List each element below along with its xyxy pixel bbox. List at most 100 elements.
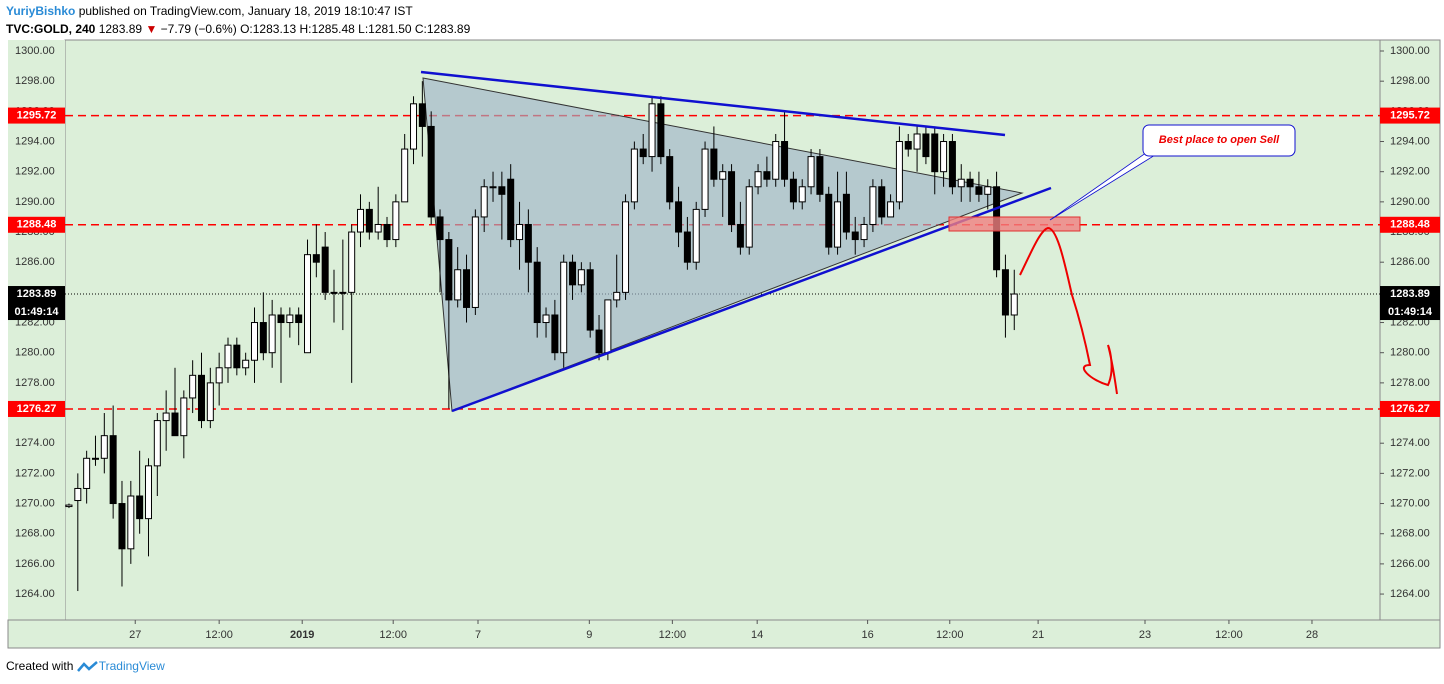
- level-label: 1276.27: [17, 403, 57, 415]
- sell-zone: [948, 216, 1081, 232]
- candle-body: [931, 133, 939, 173]
- projection-sketch: [1019, 226, 1118, 395]
- candle-body: [516, 223, 524, 241]
- candle-body: [206, 382, 214, 422]
- ohlc: O:1283.13 H:1285.48 L:1281.50 C:1283.89: [240, 22, 471, 36]
- candle-body: [975, 186, 983, 195]
- y-tick-label: 1294.00: [1390, 135, 1430, 147]
- candle-body: [489, 186, 497, 189]
- candle-body: [427, 125, 435, 218]
- candle-body: [957, 178, 965, 188]
- candle-body: [83, 457, 91, 489]
- candle-body: [569, 261, 577, 286]
- candle-body: [604, 299, 612, 354]
- candle-body: [180, 397, 188, 437]
- price: 1283.89: [98, 22, 143, 36]
- level-tag: [8, 107, 65, 124]
- candle-body: [966, 178, 974, 188]
- y-tick-label: 1278.00: [15, 377, 55, 389]
- candle-body: [595, 329, 603, 354]
- y-tick-label: 1300.00: [1390, 45, 1430, 57]
- candle-body: [940, 141, 948, 173]
- candle-body: [153, 420, 161, 467]
- candle-body: [498, 186, 506, 195]
- candle-body: [692, 208, 700, 263]
- candle-body: [869, 186, 877, 225]
- candle-body: [542, 314, 550, 324]
- candle-body: [321, 246, 329, 293]
- countdown: 01:49:14: [14, 306, 59, 318]
- candle-body: [91, 457, 99, 460]
- published: published on TradingView.com, January 18…: [78, 4, 413, 18]
- candle-body: [745, 186, 753, 248]
- candle-body: [807, 156, 815, 188]
- candle-body: [701, 148, 709, 210]
- candle-body: [471, 216, 479, 308]
- price-tag: [1380, 286, 1440, 321]
- candle-body: [719, 171, 727, 180]
- candle-body: [913, 133, 921, 150]
- author[interactable]: YuriyBishko: [6, 4, 76, 18]
- level-tag: [8, 400, 65, 417]
- candle-body: [851, 231, 859, 241]
- x-tick-label: 21: [1032, 629, 1044, 641]
- candle-body: [710, 148, 718, 180]
- candle-body: [339, 291, 347, 294]
- candle-body: [772, 141, 780, 180]
- y-tick-label: 1268.00: [15, 528, 55, 540]
- y-tick-label: 1298.00: [15, 75, 55, 87]
- candle-body: [286, 314, 294, 324]
- y-tick-label: 1268.00: [1390, 528, 1430, 540]
- candle-body: [144, 465, 152, 520]
- price-label: 1283.89: [1390, 288, 1430, 300]
- candle-body: [613, 291, 621, 301]
- x-tick-label: 12:00: [936, 629, 964, 641]
- callout-box: [1142, 124, 1296, 157]
- level-label: 1295.72: [17, 109, 57, 121]
- candle-body: [74, 487, 82, 502]
- candle-body: [1001, 269, 1009, 316]
- candle-body: [127, 495, 135, 550]
- y-tick-label: 1292.00: [1390, 166, 1430, 178]
- candle-body: [304, 254, 312, 354]
- candle-body: [357, 208, 365, 233]
- y-tick-label: 1266.00: [15, 558, 55, 570]
- candle-body: [136, 495, 144, 520]
- created-with: Created with: [6, 659, 74, 673]
- candle-body: [109, 435, 117, 505]
- candle-body: [445, 239, 453, 301]
- y-tick-label: 1286.00: [1390, 256, 1430, 268]
- candle-body: [330, 291, 338, 294]
- y-tick-label: 1298.00: [1390, 75, 1430, 87]
- x-tick-label: 27: [129, 629, 141, 641]
- candle-body: [259, 322, 267, 354]
- y-tick-label: 1270.00: [1390, 497, 1430, 509]
- level-tag: [8, 216, 65, 233]
- candle-body: [436, 216, 444, 241]
- arrow: ▼: [145, 22, 158, 36]
- candle-body: [860, 223, 868, 241]
- candle-body: [675, 201, 683, 233]
- x-tick-label: 14: [751, 629, 763, 641]
- countdown: 01:49:14: [1388, 306, 1433, 318]
- header-line-1: YuriyBishko published on TradingView.com…: [6, 4, 413, 18]
- time-axis: [7, 619, 1441, 649]
- x-tick-label: 12:00: [1215, 629, 1243, 641]
- candle-body: [162, 412, 170, 422]
- y-tick-label: 1300.00: [15, 45, 55, 57]
- candle-body: [657, 103, 665, 158]
- candle-body: [754, 171, 762, 188]
- level-label: 1288.48: [1390, 219, 1430, 231]
- y-tick-label: 1278.00: [1390, 377, 1430, 389]
- candle-body: [410, 103, 418, 150]
- candle-body: [524, 223, 532, 263]
- brand[interactable]: TradingView: [98, 659, 165, 673]
- candle-body: [781, 141, 789, 180]
- x-tick-label: 16: [861, 629, 873, 641]
- candle-body: [586, 269, 594, 331]
- y-tick-label: 1266.00: [1390, 558, 1430, 570]
- candle-body: [683, 231, 691, 263]
- y-tick-label: 1274.00: [15, 437, 55, 449]
- candle-body: [189, 374, 197, 399]
- price-label: 1283.89: [17, 288, 57, 300]
